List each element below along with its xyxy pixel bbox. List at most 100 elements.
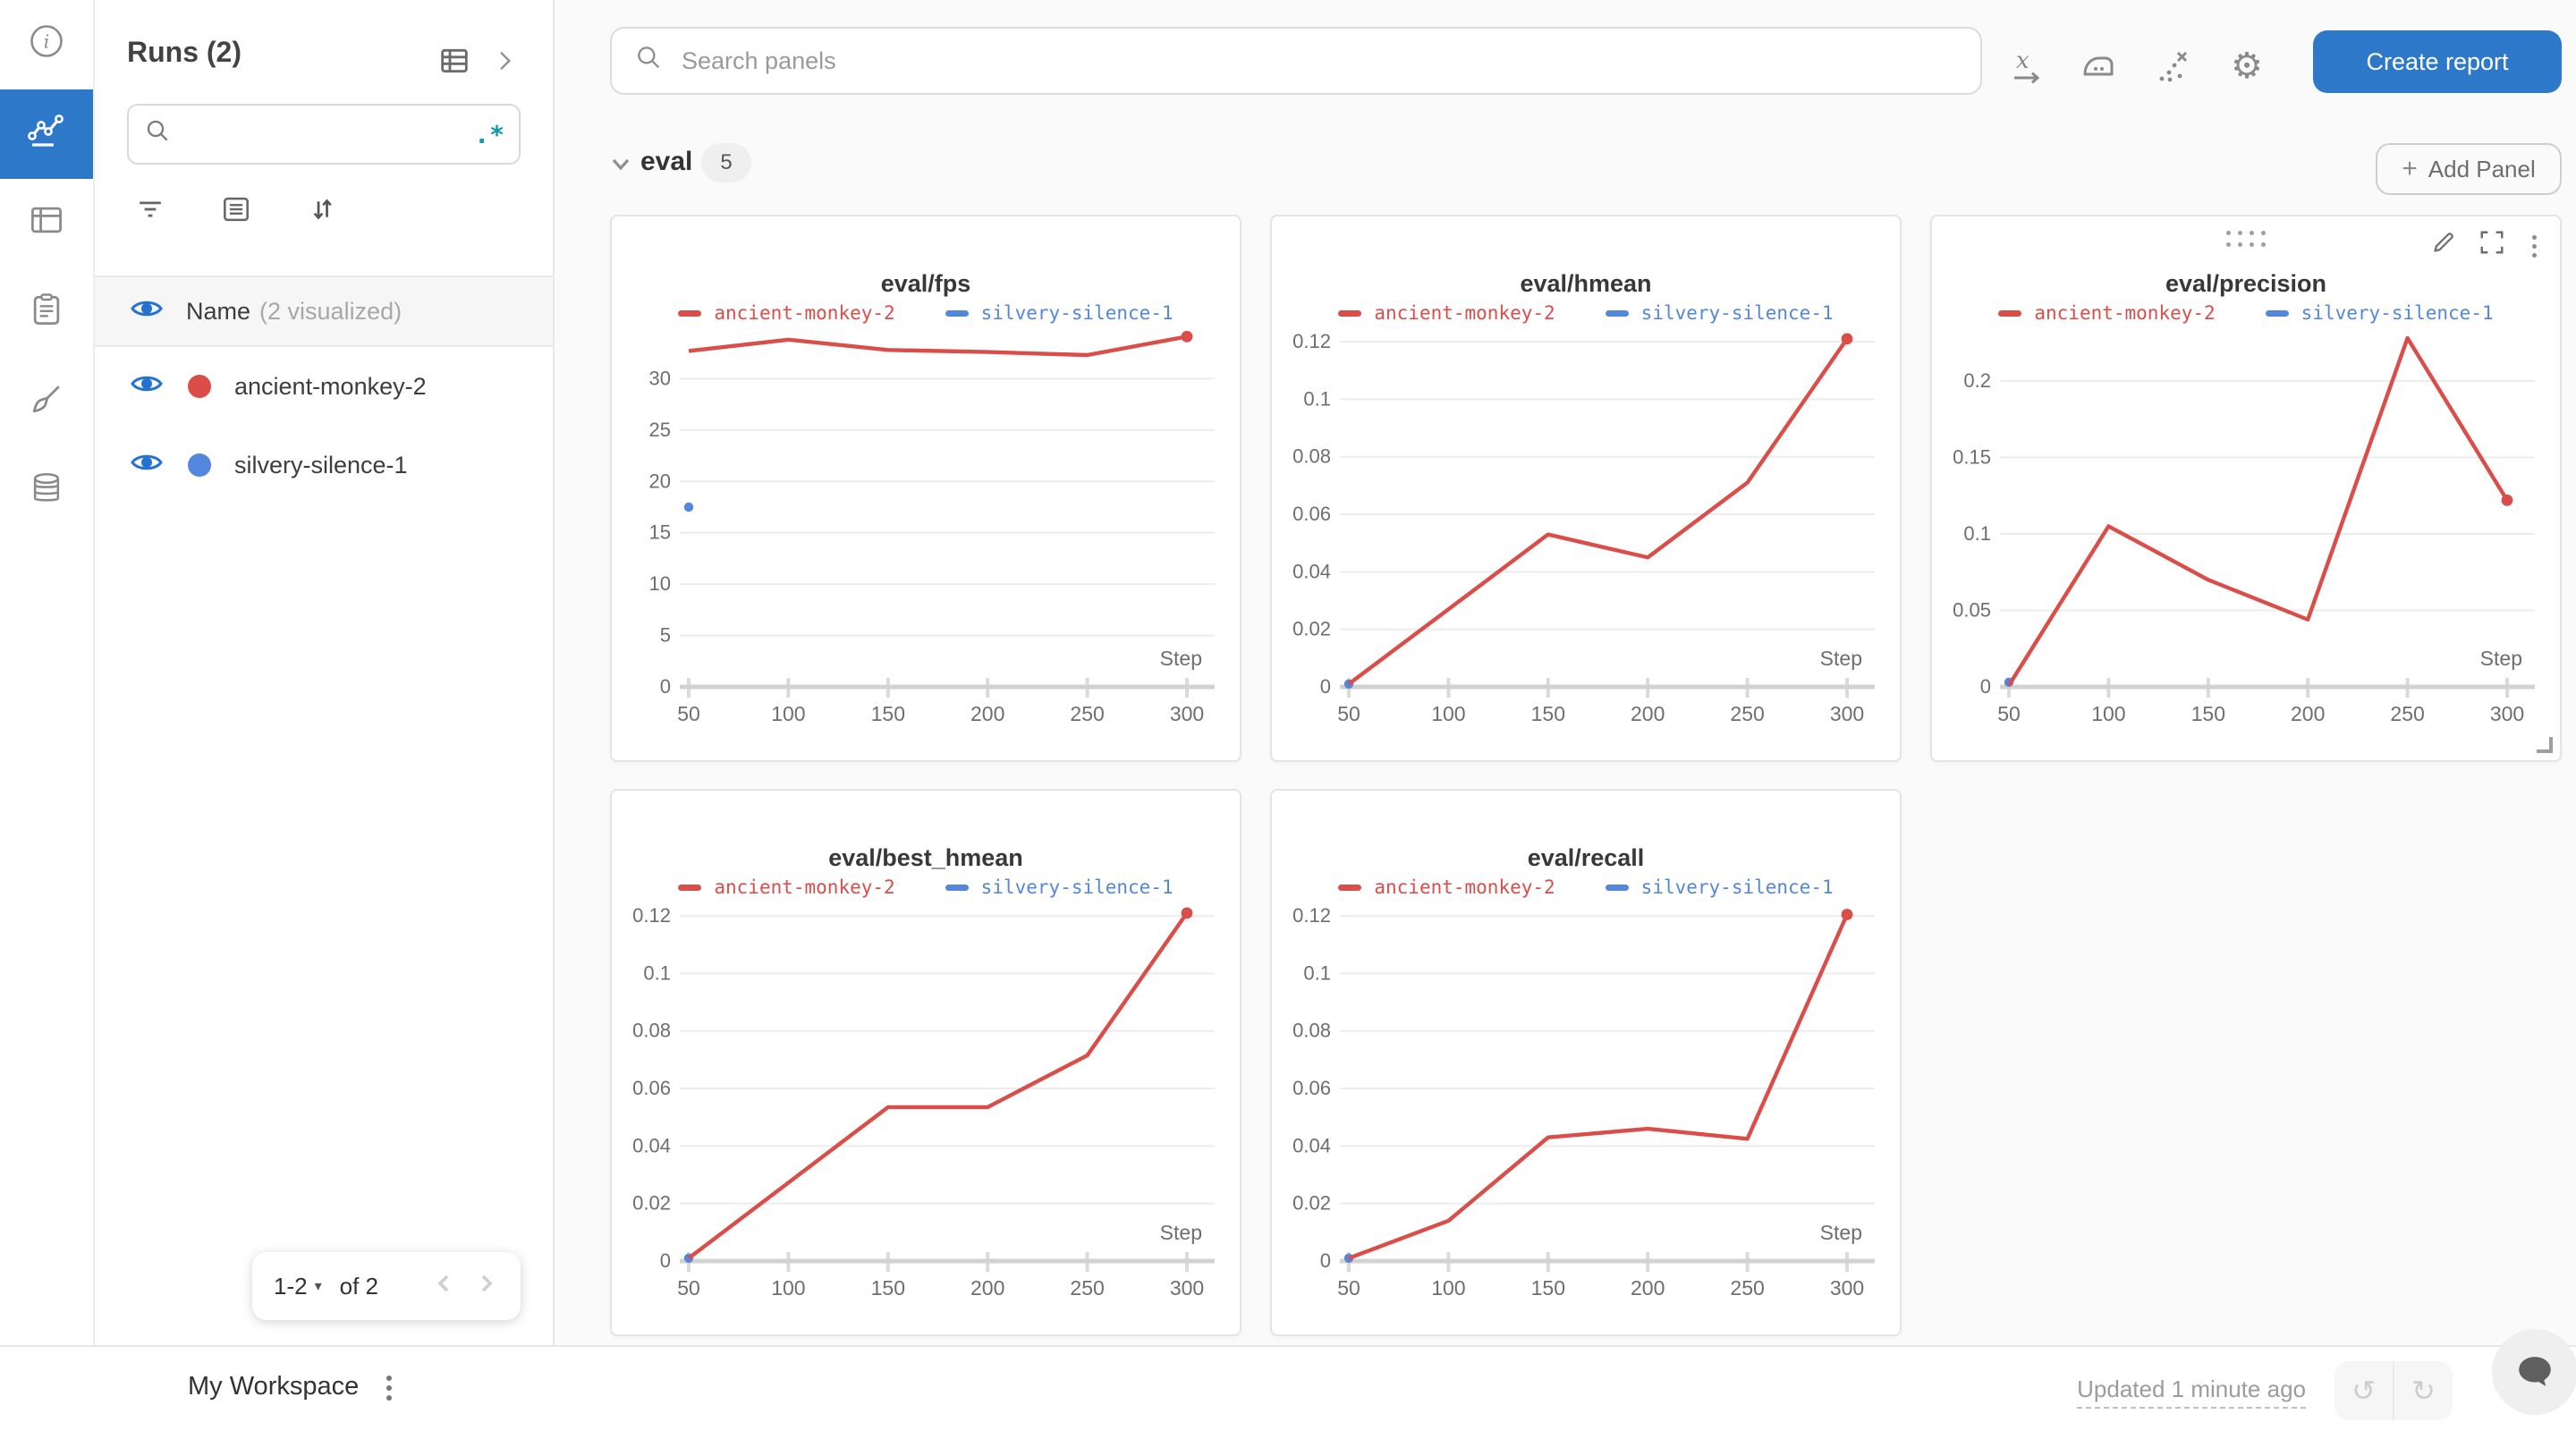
caret-down-icon[interactable]: ▾	[314, 1279, 322, 1294]
outlier-points-icon[interactable]	[2150, 43, 2197, 89]
runs-name-column-header[interactable]: Name (2 visualized)	[95, 275, 553, 347]
nav-item-runs-table[interactable]	[0, 179, 93, 268]
table-icon	[441, 48, 468, 73]
svg-text:Step: Step	[1820, 647, 1862, 670]
svg-text:0.1: 0.1	[1963, 522, 1991, 545]
search-icon	[143, 116, 172, 152]
smoothing-icon[interactable]	[2075, 43, 2122, 89]
legend-item[interactable]: silvery-silence-1	[2265, 302, 2494, 324]
svg-text:0.12: 0.12	[1292, 330, 1331, 352]
section-title[interactable]: eval	[640, 147, 693, 176]
svg-text:300: 300	[1170, 1276, 1204, 1300]
visualized-count-label: (2 visualized)	[259, 297, 402, 325]
regex-toggle[interactable]: .*	[474, 119, 504, 149]
panel-menu-kebab-icon[interactable]	[2527, 233, 2542, 259]
list-view-icon[interactable]	[213, 186, 259, 233]
legend-item[interactable]: silvery-silence-1	[945, 302, 1174, 324]
settings-gear-icon[interactable]: ⚙	[2231, 47, 2263, 86]
prev-page-button[interactable]	[431, 1270, 456, 1303]
legend-item[interactable]: ancient-monkey-2	[1338, 876, 1555, 898]
run-row-silvery-silence-1[interactable]: silvery-silence-1	[95, 426, 553, 504]
create-report-button[interactable]: Create report	[2313, 30, 2562, 93]
svg-text:0: 0	[1320, 675, 1331, 698]
name-column-label: Name	[186, 297, 251, 325]
svg-text:0.06: 0.06	[1292, 503, 1331, 525]
eye-visibility-icon[interactable]	[131, 370, 163, 403]
chart-panel-eval-best-hmean[interactable]: eval/best_hmean ancient-monkey-2 silvery-s…	[610, 789, 1241, 1336]
nav-item-artifacts[interactable]	[0, 447, 93, 537]
legend-item[interactable]: silvery-silence-1	[945, 876, 1174, 898]
nav-item-info[interactable]: i	[0, 0, 93, 89]
legend-item[interactable]: ancient-monkey-2	[678, 302, 895, 324]
svg-text:25: 25	[649, 419, 671, 441]
chart-panel-eval-recall[interactable]: eval/recall ancient-monkey-2 silvery-silen…	[1270, 789, 1902, 1336]
svg-text:0.06: 0.06	[632, 1077, 671, 1099]
runs-table-expand-button[interactable]	[431, 38, 478, 84]
nav-item-logs[interactable]	[0, 268, 93, 358]
legend-swatch	[1338, 884, 1362, 891]
chevron-right-icon[interactable]	[481, 38, 528, 84]
svg-text:0.05: 0.05	[1953, 598, 1991, 621]
run-color-dot	[188, 453, 211, 477]
legend-item[interactable]: ancient-monkey-2	[1998, 302, 2216, 324]
run-row-ancient-monkey-2[interactable]: ancient-monkey-2	[95, 347, 553, 426]
add-panel-button[interactable]: + Add Panel	[2376, 143, 2562, 195]
chart-legend: ancient-monkey-2 silvery-silence-1	[1272, 876, 1900, 898]
legend-item[interactable]: ancient-monkey-2	[1338, 302, 1555, 324]
section-collapse-chevron-icon[interactable]	[608, 150, 633, 183]
chart-panel-eval-fps[interactable]: eval/fps ancient-monkey-2 silvery-silence-…	[610, 215, 1241, 762]
svg-text:150: 150	[871, 702, 905, 725]
filter-icon[interactable]	[127, 186, 174, 233]
drag-handle-icon[interactable]	[2226, 231, 2266, 247]
svg-text:10: 10	[649, 572, 671, 595]
legend-item[interactable]: ancient-monkey-2	[678, 876, 895, 898]
chart-legend: ancient-monkey-2 silvery-silence-1	[1932, 302, 2560, 324]
support-chat-button[interactable]	[2492, 1329, 2576, 1415]
workspace-menu-kebab-icon[interactable]	[381, 1370, 397, 1406]
line-chart-svg[interactable]: 0 5 10 15 20 25 30 50 100 150 200 250 300 Step	[612, 216, 1243, 764]
line-chart-svg[interactable]: 0 0.02 0.04 0.06 0.08 0.1 0.12 50 100 150 200 250 30…	[612, 791, 1243, 1338]
panel-search-box	[610, 27, 1982, 95]
panel-search-input[interactable]	[678, 45, 1959, 77]
sort-icon[interactable]	[299, 186, 345, 233]
nav-item-customize[interactable]	[0, 358, 93, 447]
legend-item[interactable]: silvery-silence-1	[1605, 876, 1834, 898]
svg-text:0.2: 0.2	[1963, 369, 1991, 392]
svg-text:100: 100	[771, 1276, 805, 1300]
updated-timestamp[interactable]: Updated 1 minute ago	[2077, 1376, 2306, 1409]
edit-pencil-icon[interactable]	[2430, 229, 2457, 263]
runs-search-input[interactable]	[182, 118, 475, 150]
svg-text:150: 150	[871, 1276, 905, 1300]
runs-search-box: .*	[127, 104, 521, 165]
table-icon	[27, 200, 66, 247]
eye-visibility-icon[interactable]	[131, 449, 163, 482]
panels-grid: eval/fps ancient-monkey-2 silvery-silence-…	[610, 215, 2562, 1336]
chart-panel-eval-precision[interactable]: eval/precision ancient-monkey-2 silvery-si…	[1930, 215, 2562, 762]
svg-text:x: x	[2016, 47, 2029, 74]
chart-panel-eval-hmean[interactable]: eval/hmean ancient-monkey-2 silvery-silenc…	[1270, 215, 1902, 762]
undo-button[interactable]: ↺	[2334, 1361, 2394, 1420]
line-chart-svg[interactable]: 0 0.02 0.04 0.06 0.08 0.1 0.12 50 100 150 200 250 30…	[1272, 216, 1903, 764]
x-axis-icon[interactable]: x	[2005, 43, 2052, 89]
next-page-button[interactable]	[474, 1270, 499, 1303]
line-chart-svg[interactable]: 0 0.05 0.1 0.15 0.2 50 100 150 200 250 300 Step	[1932, 216, 2563, 764]
resize-handle[interactable]	[2537, 737, 2553, 753]
svg-text:0.12: 0.12	[1292, 904, 1331, 927]
chart-legend: ancient-monkey-2 silvery-silence-1	[612, 876, 1240, 898]
legend-swatch	[1605, 884, 1629, 891]
line-chart-svg[interactable]: 0 0.02 0.04 0.06 0.08 0.1 0.12 50 100 150 200 250 30…	[1272, 791, 1903, 1338]
svg-text:0.1: 0.1	[1303, 961, 1331, 984]
chart-title: eval/hmean	[1520, 270, 1652, 297]
fullscreen-icon[interactable]	[2479, 229, 2505, 263]
svg-text:0.08: 0.08	[1292, 445, 1331, 468]
svg-text:Step: Step	[2480, 647, 2522, 670]
page-range-dropdown[interactable]: 1-2	[274, 1272, 308, 1300]
nav-item-workspace-charts[interactable]	[0, 89, 93, 179]
legend-item[interactable]: silvery-silence-1	[1605, 302, 1834, 324]
redo-button[interactable]: ↻	[2411, 1375, 2436, 1407]
runs-pagination: 1-2 ▾ of 2	[252, 1252, 521, 1320]
legend-swatch	[678, 309, 702, 317]
legend-label: ancient-monkey-2	[714, 302, 895, 324]
clipboard-icon	[27, 290, 66, 336]
eye-visibility-icon[interactable]	[131, 295, 163, 328]
